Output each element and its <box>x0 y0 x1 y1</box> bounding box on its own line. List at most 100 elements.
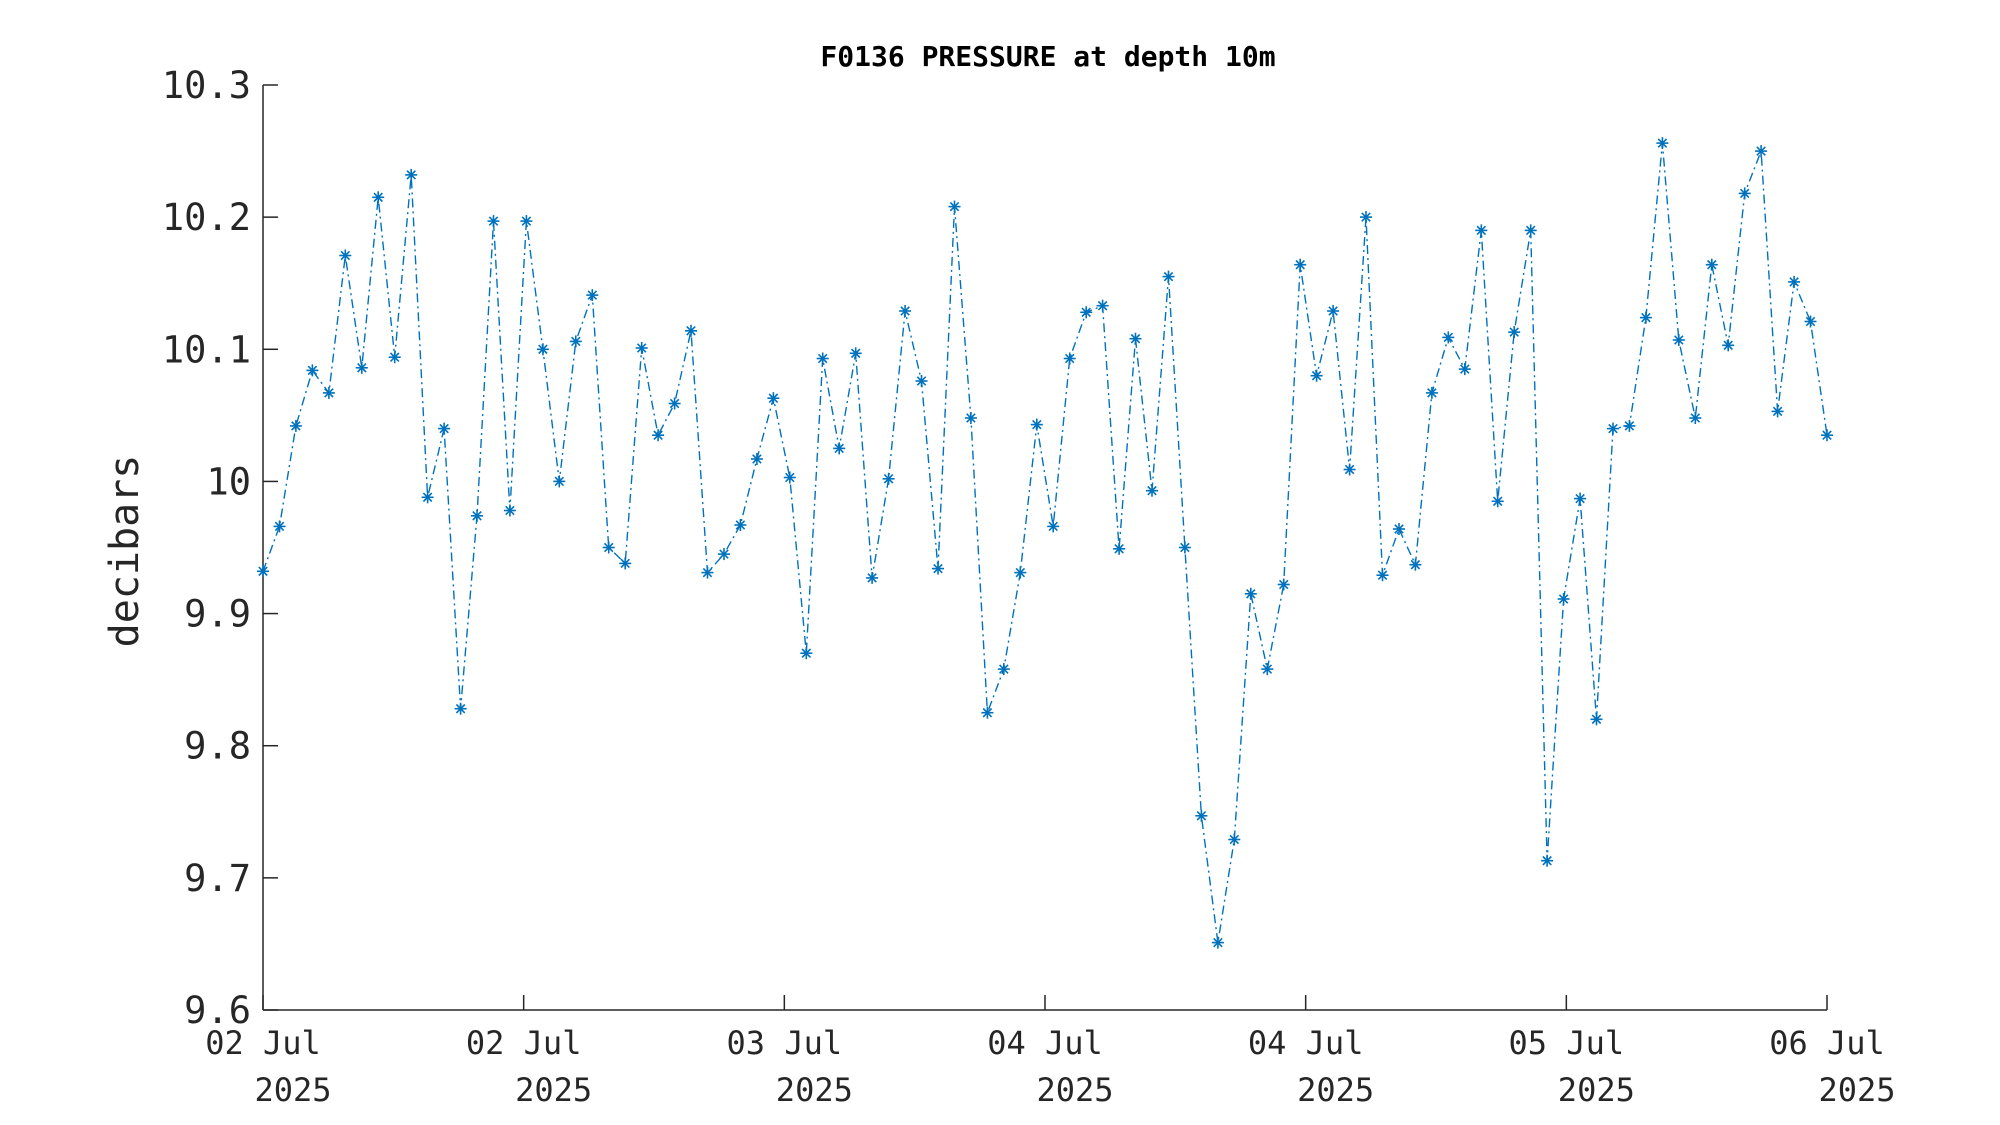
data-point <box>1491 495 1504 508</box>
data-point <box>685 324 697 337</box>
marker-stroke <box>1525 225 1536 236</box>
marker-stroke <box>505 505 515 516</box>
marker-stroke <box>735 520 746 530</box>
axes <box>262 85 1827 1011</box>
data-point <box>1672 334 1685 346</box>
data-point <box>1228 833 1241 846</box>
marker-stroke <box>653 430 663 440</box>
data-point <box>1162 270 1175 283</box>
marker-stroke <box>1361 212 1371 222</box>
data-point <box>553 475 566 488</box>
data-point <box>273 520 286 533</box>
data-point <box>1771 405 1784 418</box>
data-point <box>536 343 549 356</box>
y-tick-label: 9.8 <box>184 725 251 768</box>
data-point <box>619 557 632 570</box>
marker-stroke <box>1707 259 1717 270</box>
data-point <box>289 419 302 432</box>
data-point <box>1244 587 1257 600</box>
marker-stroke <box>1443 332 1454 343</box>
data-point <box>257 565 269 578</box>
marker-stroke <box>1509 327 1519 337</box>
data-point <box>602 541 615 554</box>
data-point <box>438 422 451 435</box>
x-tick-label-day: 05 Jul <box>1509 1024 1625 1062</box>
data-point <box>569 335 582 348</box>
data-point <box>471 509 483 522</box>
x-tick-label-year: 2025 <box>1036 1071 1113 1109</box>
data-point <box>1113 542 1126 555</box>
data-point <box>1475 224 1488 237</box>
data-point <box>1343 463 1356 476</box>
x-tick-label-year: 2025 <box>254 1071 331 1109</box>
data-point <box>306 364 319 377</box>
data-point <box>1574 492 1587 505</box>
marker-stroke <box>1789 277 1799 287</box>
data-point <box>520 215 533 228</box>
marker-stroke <box>982 707 993 718</box>
x-tick-label-year: 2025 <box>1818 1071 1895 1109</box>
marker-stroke <box>1311 370 1322 381</box>
marker-stroke <box>949 201 960 212</box>
marker-stroke <box>307 365 318 376</box>
data-point <box>1689 412 1702 424</box>
data-point <box>1821 429 1833 442</box>
marker-stroke <box>1460 364 1470 374</box>
marker-stroke <box>1114 544 1124 554</box>
data-point <box>1705 258 1718 271</box>
data-point <box>454 702 467 715</box>
data-point <box>1129 332 1142 345</box>
data-point <box>981 706 994 719</box>
data-point <box>1409 558 1422 571</box>
data-point <box>1639 311 1652 324</box>
marker-stroke <box>571 336 581 347</box>
marker-stroke <box>538 344 548 355</box>
marker-stroke <box>1213 937 1223 948</box>
marker-stroke <box>1772 406 1783 417</box>
marker-stroke <box>1690 413 1701 423</box>
marker-stroke <box>1542 855 1552 866</box>
data-point <box>849 347 862 360</box>
data-point <box>1277 578 1290 591</box>
data-point <box>1096 299 1109 312</box>
x-tick-label-day: 02 Jul <box>466 1024 582 1062</box>
data-point <box>1738 187 1751 200</box>
marker-stroke <box>999 664 1009 674</box>
marker-stroke <box>752 454 762 464</box>
marker-stroke <box>719 549 729 559</box>
x-tick-label-day: 03 Jul <box>727 1024 843 1062</box>
y-axis-label: decibars <box>102 455 148 648</box>
marker-stroke <box>1081 307 1091 318</box>
marker-stroke <box>1739 188 1750 199</box>
marker-stroke <box>554 476 565 487</box>
ticks: 9.6 9.7 9.8 9.9 10 10.1 10.2 10.3 02 Jul 2025 02 J… <box>162 64 1896 1109</box>
data-point <box>487 215 500 228</box>
data-point <box>1294 258 1307 271</box>
data-point <box>1360 211 1372 224</box>
x-tick-label-day: 04 Jul <box>987 1024 1103 1062</box>
marker-stroke <box>1229 834 1240 845</box>
marker-stroke <box>686 326 696 336</box>
marker-stroke <box>357 363 367 373</box>
marker-stroke <box>1377 570 1388 580</box>
data-point <box>355 361 368 374</box>
x-tick-label-day: 06 Jul <box>1769 1024 1885 1062</box>
x-tick-label-day: 02 Jul <box>205 1024 321 1062</box>
data-point <box>1425 386 1438 399</box>
data-point <box>1211 936 1224 949</box>
data-point <box>964 412 977 424</box>
series <box>257 137 1833 949</box>
data-point <box>816 352 829 365</box>
chart-title: F0136 PRESSURE at depth 10m <box>820 40 1275 73</box>
marker-stroke <box>603 542 614 553</box>
marker-stroke <box>1822 430 1832 440</box>
data-point <box>421 491 434 504</box>
data-point <box>586 289 599 302</box>
x-tick-label-year: 2025 <box>515 1071 592 1109</box>
marker-stroke <box>1476 225 1487 236</box>
x-tick-label-day: 04 Jul <box>1248 1024 1364 1062</box>
marker-stroke <box>620 558 630 569</box>
data-point <box>1327 305 1340 317</box>
marker-stroke <box>1130 333 1141 344</box>
